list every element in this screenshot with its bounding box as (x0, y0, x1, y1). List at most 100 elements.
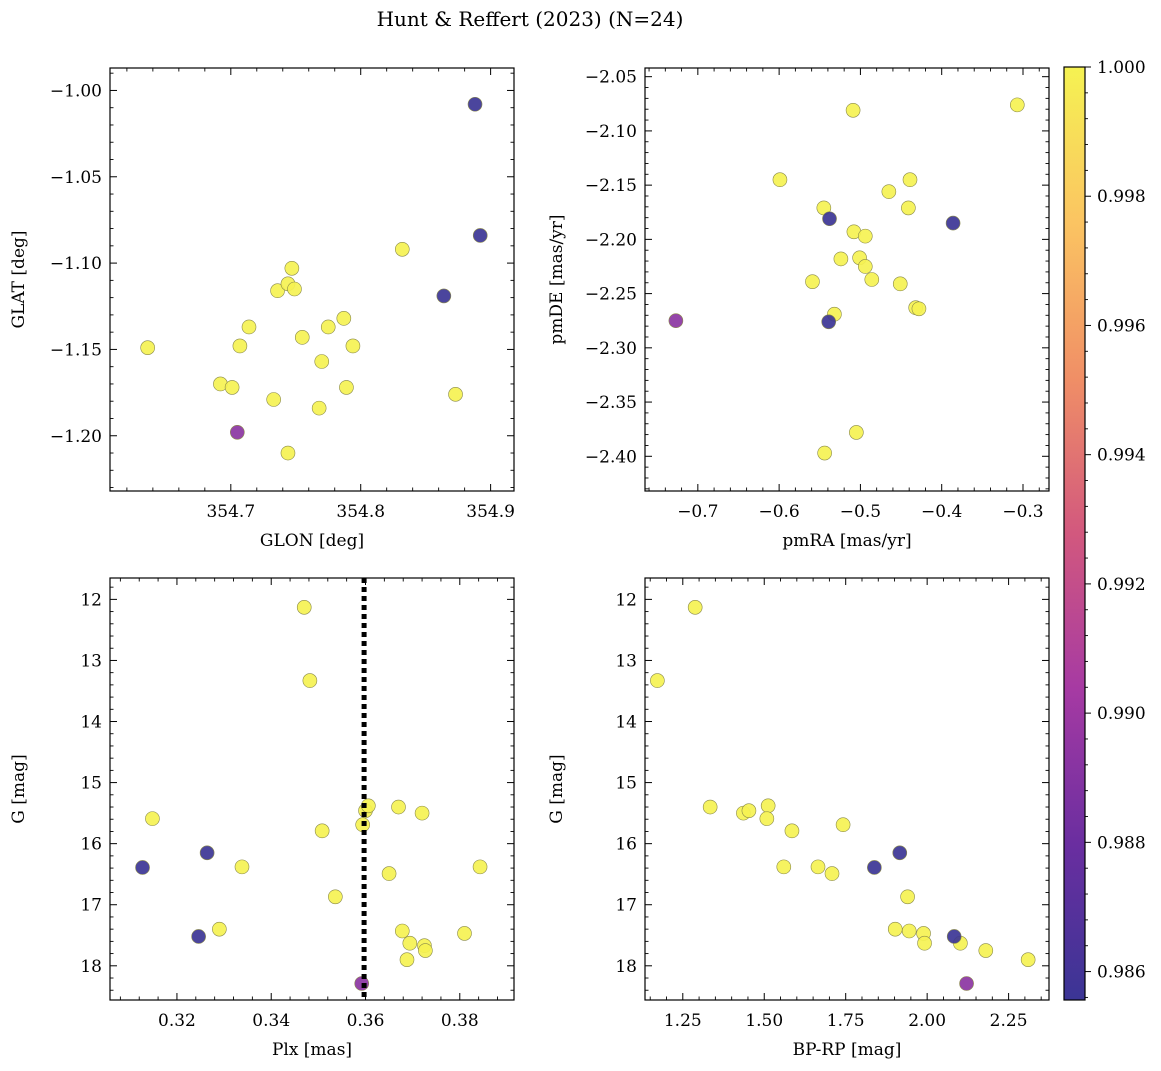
x-tick-label: −0.5 (840, 502, 881, 522)
data-point (650, 673, 665, 688)
x-tick-label: 0.34 (252, 1011, 290, 1031)
y-tick-label: 13 (80, 651, 102, 671)
y-tick-label: 13 (615, 651, 637, 671)
x-axis-label: pmRA [mas/yr] (782, 531, 911, 551)
y-tick-label: 14 (80, 713, 102, 733)
data-point (901, 923, 917, 939)
data-point (822, 211, 837, 227)
data-point (845, 103, 861, 118)
data-point (741, 803, 757, 818)
data-point (199, 845, 215, 861)
y-tick-label: −1.10 (50, 254, 102, 274)
data-point (436, 288, 452, 304)
x-tick-label: 354.7 (206, 502, 255, 522)
y-axis-label: pmDE [mas/yr] (547, 214, 567, 344)
data-point (394, 241, 410, 257)
data-point (978, 943, 994, 958)
colorbar-tick-label: 0.994 (1097, 446, 1146, 466)
data-point (391, 799, 406, 815)
data-point (224, 380, 240, 395)
data-point (448, 387, 463, 402)
y-tick-label: −2.10 (585, 122, 637, 142)
y-tick-label: 15 (80, 774, 102, 794)
data-point (784, 823, 800, 839)
data-point (266, 392, 281, 407)
data-point (302, 673, 318, 688)
y-tick-label: 17 (615, 896, 637, 916)
data-point (394, 923, 410, 939)
data-point (212, 921, 227, 937)
x-tick-label: 354.8 (336, 502, 385, 522)
y-tick-label: −2.20 (585, 230, 637, 250)
data-point (867, 860, 882, 875)
data-point (864, 272, 880, 287)
colorbar-gradient (1063, 66, 1086, 1001)
data-point (702, 799, 718, 815)
data-point (418, 943, 433, 958)
data-point (821, 314, 837, 330)
colorbar-tick-label: 1.000 (1097, 58, 1146, 78)
data-point (145, 811, 160, 826)
colorbar-tick-label: 0.996 (1097, 316, 1146, 336)
axes-frame (644, 67, 1050, 492)
data-point (857, 259, 873, 274)
data-point (294, 330, 310, 345)
data-point (472, 228, 488, 243)
data-point (296, 600, 312, 615)
data-point (1009, 97, 1025, 113)
data-point (457, 926, 472, 941)
data-point (399, 952, 415, 967)
y-tick-label: −2.30 (585, 339, 637, 359)
y-tick-label: 16 (615, 835, 637, 855)
data-point (668, 313, 684, 329)
panel-2: −0.7 −0.6 −0.5 −0.4 −0.3 −2.05 −2.10 −2.15 −2.20… (547, 67, 1050, 551)
data-point (314, 823, 330, 839)
data-point (887, 921, 903, 937)
data-point (232, 338, 248, 354)
colorbar-tick-label: 0.990 (1097, 704, 1146, 724)
data-point (280, 445, 296, 461)
data-point (917, 935, 932, 951)
data-point (336, 311, 352, 326)
data-point (892, 276, 908, 292)
colorbar: 0.986 0.988 0.990 0.992 0.994 0.996 0.998 1.000 (1063, 58, 1146, 1001)
data-point (1020, 952, 1036, 967)
data-point (467, 96, 483, 112)
colorbar-tick-label: 0.988 (1097, 833, 1146, 853)
panel-1: 354.7 354.8 354.9 −1.00 −1.05 −1.10 −1.15 −1.20… (9, 67, 515, 551)
data-point (311, 400, 327, 416)
figure-title: Hunt & Reffert (2023) (N=24) (377, 7, 684, 31)
data-point (810, 859, 826, 875)
y-tick-label: −2.05 (585, 68, 637, 88)
x-tick-label: 0.32 (158, 1011, 196, 1031)
x-axis-label: BP-RP [mag] (793, 1040, 902, 1060)
data-point (805, 274, 820, 289)
colorbar-tick-label: 0.998 (1097, 187, 1146, 207)
data-point (361, 798, 376, 814)
y-tick-label: 18 (615, 957, 637, 977)
data-point (911, 301, 927, 317)
data-point (687, 600, 703, 615)
data-point (381, 866, 397, 881)
x-axis-label: GLON [deg] (260, 531, 364, 551)
x-axis-label: Plx [mas] (272, 1040, 352, 1060)
data-point (287, 281, 302, 297)
data-point (857, 228, 873, 244)
data-point (135, 860, 150, 875)
data-point (328, 889, 343, 905)
data-point (945, 215, 961, 231)
data-point (776, 859, 792, 875)
colorbar-tick-label: 0.986 (1097, 963, 1146, 983)
y-tick-label: −2.35 (585, 393, 637, 413)
data-point (234, 859, 250, 875)
x-tick-label: 1.75 (827, 1011, 865, 1031)
axes-frame (109, 67, 515, 492)
panel-4: 1.25 1.50 1.75 2.00 2.25 12 13 14 15 16 17 18 BP-RP … (547, 577, 1050, 1060)
data-point (241, 319, 257, 335)
x-tick-label: 1.25 (664, 1011, 702, 1031)
x-tick-label: 0.38 (441, 1011, 479, 1031)
data-point (230, 424, 245, 440)
x-tick-label: −0.4 (921, 502, 962, 522)
data-point (140, 340, 155, 355)
data-point (284, 260, 300, 276)
